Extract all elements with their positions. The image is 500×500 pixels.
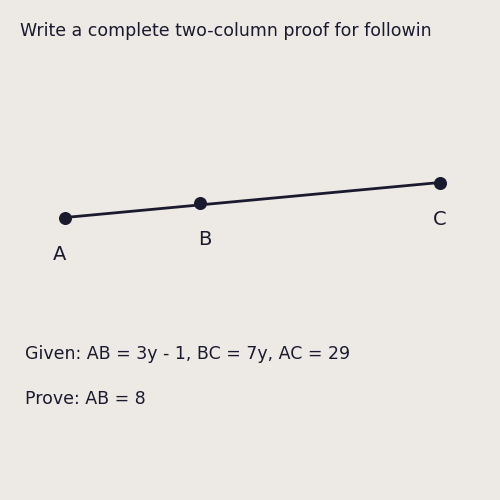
Point <box>196 198 204 206</box>
Text: Given: AB = 3y - 1, BC = 7y, AC = 29: Given: AB = 3y - 1, BC = 7y, AC = 29 <box>25 345 350 363</box>
Text: B: B <box>198 230 211 249</box>
Text: Write a complete two-column proof for followin: Write a complete two-column proof for fo… <box>20 22 432 40</box>
Point <box>61 214 69 222</box>
Text: A: A <box>54 245 66 264</box>
Text: C: C <box>433 210 447 229</box>
Point <box>436 178 444 186</box>
Text: Prove: AB = 8: Prove: AB = 8 <box>25 390 146 408</box>
